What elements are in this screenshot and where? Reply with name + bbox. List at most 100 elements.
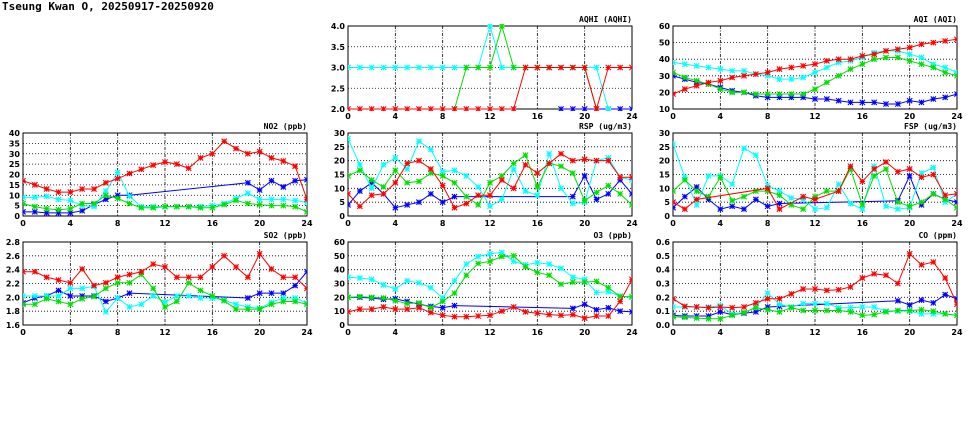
data-point (605, 157, 612, 164)
data-point (416, 279, 422, 286)
data-point (954, 91, 957, 98)
data-point (534, 192, 541, 199)
y-tick-label: 0.1 (656, 307, 671, 316)
data-point (847, 99, 854, 106)
x-tick-label: 0 (20, 219, 26, 228)
data-point (593, 289, 600, 296)
data-point (617, 190, 624, 197)
data-point (871, 165, 878, 172)
data-point (859, 312, 866, 319)
x-tick-label: 24 (951, 219, 963, 228)
data-point (954, 72, 957, 79)
y-tick-label: 5 (339, 198, 345, 207)
data-point (764, 185, 771, 192)
data-point (280, 158, 287, 165)
x-tick-label: 12 (159, 328, 170, 337)
data-point (348, 274, 351, 281)
data-point (883, 159, 889, 166)
data-point (681, 61, 688, 68)
series-group (348, 24, 632, 111)
data-point (673, 59, 676, 66)
data-point (835, 304, 842, 311)
x-tick-label: 20 (254, 328, 266, 337)
data-point (693, 77, 700, 84)
y-tick-label: 25 (659, 143, 671, 152)
data-point (859, 178, 866, 185)
series-group (348, 135, 632, 211)
y-tick-label: 20 (9, 171, 21, 180)
data-point (593, 196, 600, 203)
x-tick-label: 16 (857, 219, 869, 228)
data-point (368, 64, 375, 71)
data-point (356, 161, 363, 168)
data-point (439, 304, 446, 311)
x-tick-label: 12 (809, 112, 820, 121)
data-point (280, 298, 287, 305)
data-point (918, 54, 925, 61)
data-point (368, 179, 375, 186)
data-point (859, 99, 866, 106)
data-point (883, 101, 889, 108)
data-point (102, 285, 109, 292)
data-point (55, 196, 62, 203)
data-point (705, 64, 712, 71)
data-point (918, 170, 925, 177)
data-point (268, 290, 275, 297)
data-point (138, 271, 145, 278)
x-tick-label: 16 (532, 328, 544, 337)
x-tick-label: 12 (809, 328, 820, 337)
data-point (404, 201, 411, 208)
data-point (906, 250, 913, 257)
data-point (581, 301, 588, 308)
data-point (930, 96, 937, 103)
data-point (138, 204, 145, 211)
data-point (31, 268, 38, 275)
data-point (788, 304, 795, 311)
data-point (752, 188, 759, 195)
x-tick-label: 24 (301, 219, 313, 228)
data-point (451, 302, 458, 309)
x-tick-label: 16 (857, 328, 869, 337)
data-point (256, 290, 263, 297)
data-point (427, 165, 434, 172)
data-point (150, 261, 157, 268)
data-point (173, 292, 180, 299)
data-point (416, 138, 422, 145)
data-point (534, 64, 541, 71)
x-tick-label: 24 (951, 112, 963, 121)
data-point (67, 279, 74, 286)
data-point (673, 188, 676, 195)
data-point (569, 311, 576, 318)
data-point (392, 306, 399, 313)
data-point (859, 274, 866, 281)
data-point (534, 259, 541, 266)
chart-title: AQI (AQI) (914, 15, 957, 24)
page-title: Tseung Kwan O, 20250917-20250920 (2, 0, 214, 13)
data-point (558, 150, 564, 157)
data-point (569, 170, 576, 177)
data-point (800, 196, 807, 203)
data-point (268, 196, 275, 203)
data-point (292, 282, 299, 289)
data-point (629, 174, 632, 181)
data-point (244, 150, 251, 157)
data-point (717, 174, 724, 181)
data-point (776, 94, 783, 101)
y-tick-label: 30 (334, 280, 346, 289)
data-point (918, 41, 925, 48)
data-point (114, 192, 121, 199)
data-point (31, 181, 38, 188)
data-point (752, 71, 759, 78)
data-point (847, 165, 854, 172)
data-point (847, 283, 854, 290)
data-point (617, 174, 624, 181)
data-point (693, 196, 700, 203)
y-tick-label: 20 (659, 88, 671, 97)
data-point (764, 182, 771, 189)
data-point (693, 62, 700, 69)
data-point (812, 286, 818, 293)
data-point (705, 304, 712, 311)
data-point (126, 170, 133, 177)
data-point (102, 308, 109, 315)
data-point (162, 304, 168, 311)
